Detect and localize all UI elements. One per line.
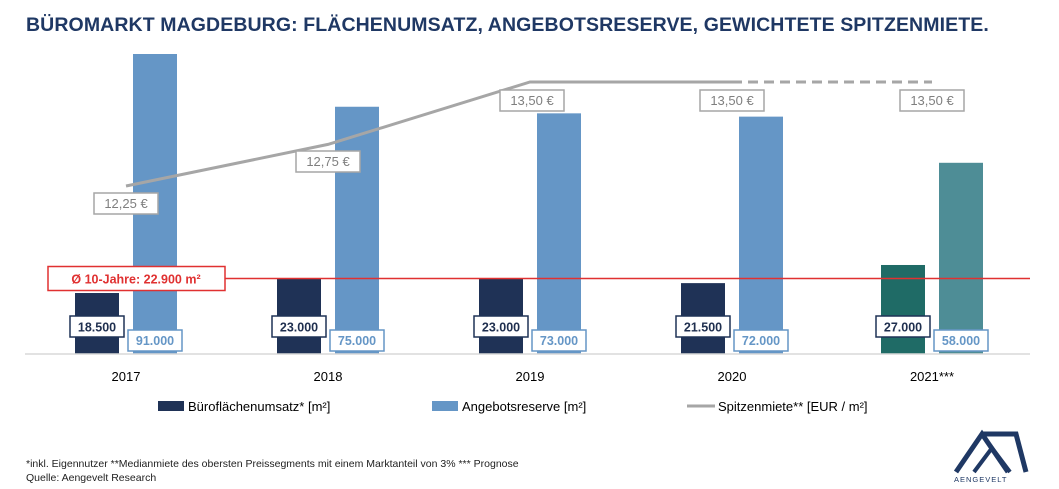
x-tick-label: 2020 <box>718 369 747 384</box>
chart-plot: Ø 10-Jahre: 22.900 m² 18.500 91.000 23.000… <box>25 54 1030 414</box>
label-box-reserve <box>733 329 789 352</box>
source-note: Quelle: Aengevelt Research <box>26 472 157 484</box>
data-label-umsatz: 23.000 <box>280 321 318 335</box>
rent-label: 13,50 € <box>510 93 554 108</box>
label-box-umsatz <box>875 315 931 338</box>
label-box-reserve <box>329 329 385 352</box>
label-box-reserve <box>531 329 587 352</box>
reference-label-box <box>47 265 226 292</box>
bar-reserve-2021 <box>939 162 983 354</box>
rent-label: 12,25 € <box>104 196 148 211</box>
rent-label: 12,75 € <box>306 154 350 169</box>
data-label-reserve: 91.000 <box>136 334 174 348</box>
bar-reserve-2019 <box>537 113 581 354</box>
line-spitzenmiete <box>125 80 732 188</box>
label-box-umsatz <box>69 315 125 338</box>
data-label-reserve: 58.000 <box>942 334 980 348</box>
x-tick-label: 2018 <box>314 369 343 384</box>
label-box-umsatz <box>473 315 529 338</box>
bar-reserve-2018 <box>335 106 379 354</box>
reference-label: Ø 10-Jahre: 22.900 m² <box>71 273 200 287</box>
bar-umsatz-2021 <box>881 264 925 354</box>
bar-reserve-2020 <box>739 116 783 354</box>
data-label-reserve: 75.000 <box>338 334 376 348</box>
chart-title: BÜROMARKT MAGDEBURG: FLÄCHENUMSATZ, ANGE… <box>26 14 989 36</box>
data-label-reserve: 73.000 <box>540 334 578 348</box>
rent-label: 13,50 € <box>710 93 754 108</box>
label-box-umsatz <box>271 315 327 338</box>
rent-label: 13,50 € <box>910 93 954 108</box>
data-label-reserve: 72.000 <box>742 334 780 348</box>
rent-label-box <box>295 150 361 173</box>
legend-label-reserve: Angebotsreserve [m²] <box>462 399 586 414</box>
data-label-umsatz: 18.500 <box>78 321 116 335</box>
rent-label-box <box>699 89 765 112</box>
logo-text: AENGEVELT <box>954 475 1008 484</box>
footnote: *inkl. Eigennutzer **Medianmiete des obe… <box>26 458 519 470</box>
rent-label-box <box>499 89 565 112</box>
rent-label-box <box>93 192 159 215</box>
label-box-reserve <box>933 329 989 352</box>
x-tick-label: 2019 <box>516 369 545 384</box>
legend-label-line: Spitzenmiete** [EUR / m²] <box>718 399 868 414</box>
label-box-reserve <box>127 329 183 352</box>
rent-label-box <box>899 89 965 112</box>
legend-swatch-umsatz <box>158 401 184 411</box>
legend-swatch-reserve <box>432 401 458 411</box>
aengevelt-logo-icon <box>953 429 1029 474</box>
data-label-umsatz: 27.000 <box>884 321 922 335</box>
x-tick-label: 2021*** <box>910 369 954 384</box>
label-box-umsatz <box>675 315 731 338</box>
data-label-umsatz: 21.500 <box>684 321 722 335</box>
x-tick-label: 2017 <box>112 369 141 384</box>
legend-label-umsatz: Büroflächenumsatz* [m²] <box>188 399 330 414</box>
data-label-umsatz: 23.000 <box>482 321 520 335</box>
